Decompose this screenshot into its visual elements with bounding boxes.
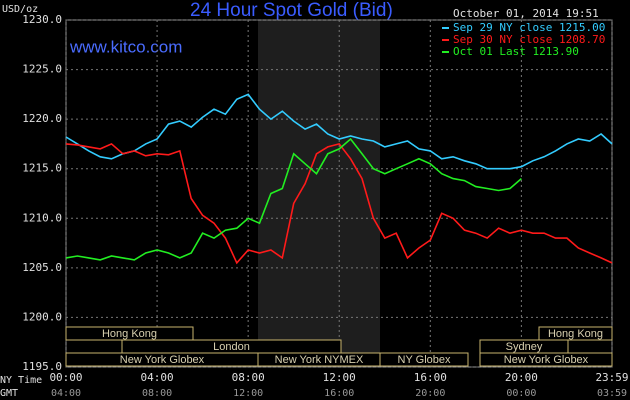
- x-tick-label: 16:00: [414, 371, 447, 384]
- x-tick-label: 08:00: [232, 371, 265, 384]
- session-label: New York NYMEX: [275, 354, 364, 366]
- session-label: New York Globex: [120, 354, 205, 366]
- y-tick-label: 1195.0: [22, 360, 62, 373]
- x-tick-label: 12:00: [323, 371, 356, 384]
- session-box: [379, 352, 469, 367]
- legend-label: Oct 01 Last 1213.90: [453, 45, 579, 58]
- y-tick-label: 1230.0: [22, 13, 62, 26]
- nymex-session-shade: [258, 20, 380, 367]
- legend-label: Sep 30 NY close 1208.70: [453, 33, 605, 46]
- legend-label: Sep 29 NY close 1215.00: [453, 21, 605, 34]
- session-box: [479, 352, 613, 367]
- session-label: London: [213, 341, 250, 353]
- y-tick-label: 1210.0: [22, 211, 62, 224]
- session-label: Sydney: [506, 341, 543, 353]
- y-unit: USD/oz: [2, 4, 38, 15]
- gmt-tick-label: 12:00: [233, 388, 263, 399]
- series-line: [65, 137, 522, 261]
- site-label: www.kitco.com: [69, 37, 182, 56]
- gmt-label: GMT: [0, 388, 18, 399]
- x-tick-label: 20:00: [505, 371, 538, 384]
- session-label: New York Globex: [504, 354, 589, 366]
- gmt-tick-label: 16:00: [324, 388, 354, 399]
- series-line: [65, 142, 613, 265]
- y-tick-label: 1225.0: [22, 63, 62, 76]
- y-tick-label: 1215.0: [22, 162, 62, 175]
- gmt-tick-label: 08:00: [142, 388, 172, 399]
- session-box: [538, 326, 613, 341]
- y-tick-label: 1205.0: [22, 261, 62, 274]
- x-tick-label: 00:00: [49, 371, 82, 384]
- session-label: NY Globex: [398, 354, 451, 366]
- session-label: Hong Kong: [548, 328, 603, 340]
- timestamp: October 01, 2014 19:51: [453, 7, 599, 20]
- session-label: Hong Kong: [102, 328, 157, 340]
- x-tick-label: 04:00: [141, 371, 174, 384]
- ny-time-label: NY Time: [0, 375, 42, 386]
- gmt-tick-label: 03:59: [597, 388, 627, 399]
- gmt-tick-label: 04:00: [51, 388, 81, 399]
- x-tick-label: 23:59: [595, 371, 628, 384]
- gmt-tick-label: 00:00: [506, 388, 536, 399]
- y-tick-label: 1220.0: [22, 112, 62, 125]
- gmt-tick-label: 20:00: [415, 388, 445, 399]
- chart-title: 24 Hour Spot Gold (Bid): [190, 0, 393, 21]
- series-line: [65, 93, 613, 170]
- y-tick-label: 1200.0: [22, 310, 62, 323]
